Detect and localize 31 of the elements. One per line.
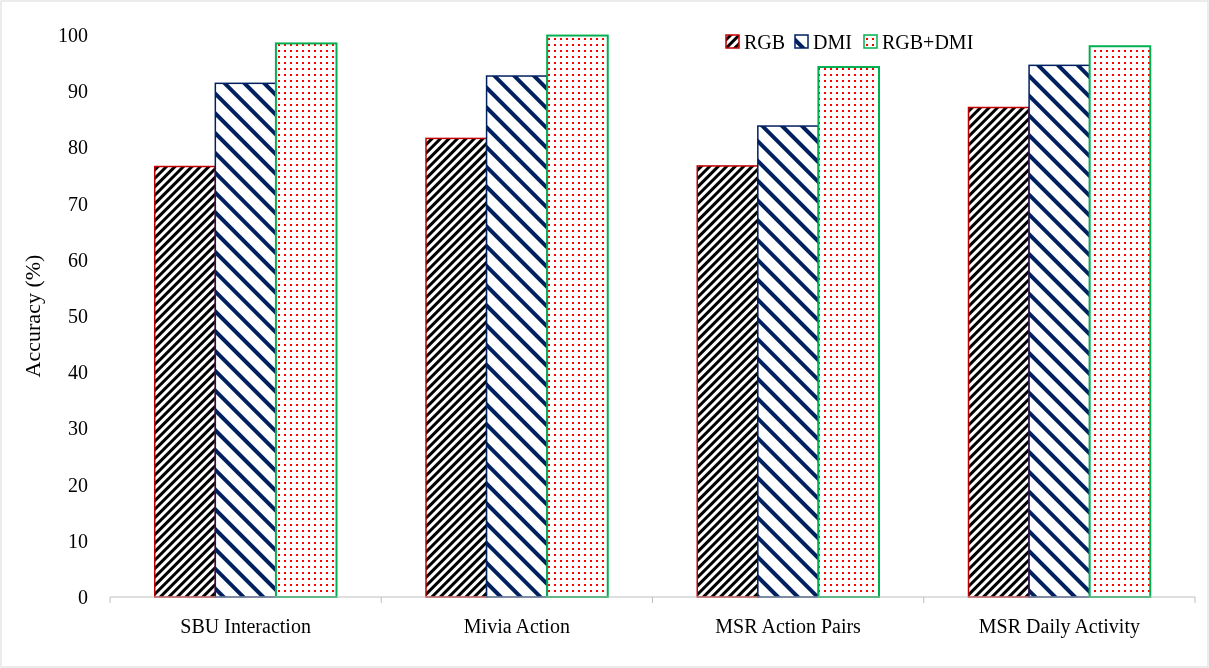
y-tick-label: 20 [68,473,88,496]
bar [1088,45,1152,598]
y-tick-label: 100 [58,24,88,46]
bar [967,106,1030,598]
bar [214,82,277,598]
bar [425,137,488,598]
y-tick-label: 80 [68,136,88,159]
bar [757,125,820,598]
legend-label: RGB [744,31,786,53]
bar [1028,64,1091,598]
x-tick-label: SBU Interaction [180,615,311,637]
y-tick-label: 90 [68,80,88,103]
legend-label: RGB+DMI [882,31,974,53]
y-tick-label: 50 [68,305,88,327]
y-tick-label: 30 [68,417,88,440]
y-axis-title: Accuracy (%) [20,254,45,378]
bar [546,34,609,598]
y-tick-label: 10 [68,529,88,552]
x-tick-label: Mivia Action [463,615,570,637]
y-tick-label: 60 [68,248,88,271]
bar [485,75,548,598]
x-tick-label: MSR Action Pairs [715,615,862,637]
legend-label: DMI [813,31,852,53]
y-tick-label: 70 [68,192,88,215]
y-tick-label: 40 [68,361,88,384]
bar [817,66,880,598]
bar [154,165,217,598]
bar [696,165,759,598]
bar [274,42,338,598]
y-tick-label: 0 [78,586,88,608]
x-tick-label: MSR Daily Activity [978,615,1140,638]
